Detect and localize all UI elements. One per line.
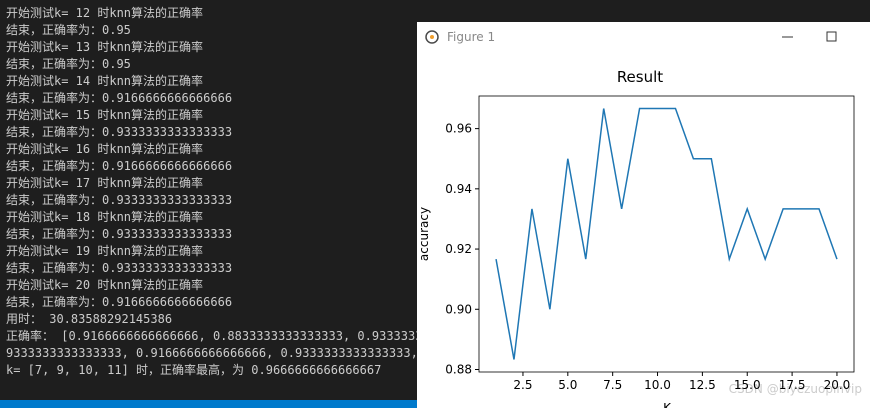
- data-line: [495, 107, 838, 360]
- terminal-line: 开始测试k= 19 时knn算法的正确率: [6, 244, 204, 258]
- terminal-line: 正确率： [0.9166666666666666, 0.883333333333…: [6, 329, 417, 343]
- chart-title: Result: [617, 68, 663, 86]
- terminal-line: 结束，正确率为：0.9333333333333333: [6, 261, 233, 275]
- y-axis-label: accuracy: [417, 207, 431, 261]
- y-tick-label: 0.92: [445, 242, 472, 256]
- y-tick-label: 0.88: [445, 362, 472, 376]
- window-icon-dot: [430, 35, 434, 39]
- status-bar: [0, 400, 417, 408]
- y-tick-label: 0.90: [445, 302, 472, 316]
- x-axis-label: K: [663, 401, 672, 408]
- terminal-line: 结束，正确率为：0.9166666666666666: [6, 91, 233, 105]
- terminal-line: 结束，正确率为：0.9166666666666666: [6, 295, 233, 309]
- x-tick-label: 5.0: [558, 378, 577, 392]
- watermark: CSDN @biyezuopinvip: [729, 382, 862, 396]
- x-tick-label: 2.5: [513, 378, 532, 392]
- y-tick-label: 0.94: [445, 182, 472, 196]
- terminal-line: 9333333333333333, 0.9166666666666666, 0.…: [6, 346, 417, 360]
- x-tick-label: 12.5: [689, 378, 716, 392]
- terminal-line: 结束，正确率为：0.9166666666666666: [6, 159, 233, 173]
- terminal-line: 开始测试k= 14 时knn算法的正确率: [6, 74, 204, 88]
- terminal-line: 开始测试k= 18 时knn算法的正确率: [6, 210, 204, 224]
- axes-frame: [478, 95, 855, 373]
- terminal-line: 开始测试k= 15 时knn算法的正确率: [6, 108, 204, 122]
- terminal-line: 开始测试k= 20 时knn算法的正确率: [6, 278, 204, 292]
- x-tick-label: 17.5: [779, 378, 806, 392]
- figure-window: Result K accuracy CSDN @biyezuopinvip 0.…: [417, 22, 870, 408]
- maximize-button[interactable]: [826, 31, 837, 42]
- terminal-line: 结束，正确率为：0.95: [6, 57, 131, 71]
- terminal-line: 结束，正确率为：0.9333333333333333: [6, 125, 233, 139]
- terminal-line: 结束，正确率为：0.9333333333333333: [6, 193, 233, 207]
- y-tick-label: 0.96: [445, 122, 472, 136]
- terminal-line: 开始测试k= 12 时knn算法的正确率: [6, 6, 204, 20]
- terminal-line: 结束，正确率为：0.95: [6, 23, 131, 37]
- x-tick-label: 20.0: [824, 378, 851, 392]
- window-title: Figure 1: [447, 30, 496, 44]
- x-tick-label: 7.5: [603, 378, 622, 392]
- window-icon: [425, 30, 439, 44]
- x-tick-label: 10.0: [644, 378, 671, 392]
- terminal-line: 用时： 30.83588292145386: [6, 312, 173, 326]
- terminal-line: 结束，正确率为：0.9333333333333333: [6, 227, 233, 241]
- terminal-line: 开始测试k= 17 时knn算法的正确率: [6, 176, 204, 190]
- terminal: 开始测试k= 12 时knn算法的正确率 结束，正确率为：0.95 开始测试k= 1…: [0, 0, 417, 400]
- terminal-line: 开始测试k= 13 时knn算法的正确率: [6, 40, 204, 54]
- x-tick-label: 15.0: [734, 378, 761, 392]
- terminal-line: k= [7, 9, 10, 11] 时，正确率最高，为 0.9666666666…: [6, 363, 382, 377]
- chart: Result K accuracy CSDN @biyezuopinvip 0.…: [417, 30, 862, 408]
- terminal-line: 开始测试k= 16 时knn算法的正确率: [6, 142, 204, 156]
